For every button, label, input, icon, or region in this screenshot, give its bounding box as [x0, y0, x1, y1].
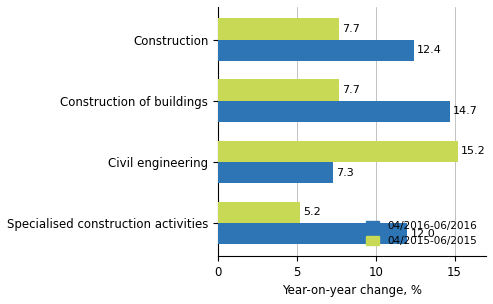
Legend: 04/2016-06/2016, 04/2015-06/2015: 04/2016-06/2016, 04/2015-06/2015: [362, 216, 481, 250]
Bar: [218, 140, 458, 162]
Text: 7.3: 7.3: [336, 168, 354, 178]
Bar: [218, 101, 450, 122]
Bar: [218, 202, 300, 223]
Text: 7.7: 7.7: [343, 24, 360, 34]
Text: 12.0: 12.0: [410, 229, 435, 239]
Text: 5.2: 5.2: [303, 207, 321, 217]
Bar: [218, 79, 340, 101]
Text: 15.2: 15.2: [461, 146, 486, 156]
Bar: [218, 223, 407, 244]
Bar: [218, 18, 340, 40]
Bar: [218, 40, 414, 61]
Text: 7.7: 7.7: [343, 85, 360, 95]
X-axis label: Year-on-year change, %: Year-on-year change, %: [282, 284, 422, 297]
Text: 14.7: 14.7: [453, 106, 478, 116]
Text: 12.4: 12.4: [417, 45, 442, 55]
Bar: [218, 162, 333, 183]
